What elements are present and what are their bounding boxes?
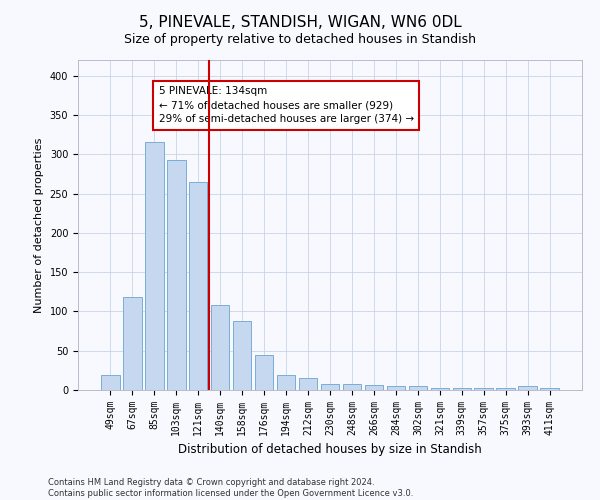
Bar (145, 142, 164, 390)
Bar (101, 375, 119, 390)
Bar (255, 356, 274, 390)
Bar (211, 305, 229, 390)
Text: 5, PINEVALE, STANDISH, WIGAN, WN6 0DL: 5, PINEVALE, STANDISH, WIGAN, WN6 0DL (139, 15, 461, 30)
Bar (365, 384, 383, 390)
Bar (167, 160, 185, 390)
X-axis label: Distribution of detached houses by size in Standish: Distribution of detached houses by size … (178, 444, 482, 456)
Bar (541, 388, 559, 390)
Y-axis label: Number of detached properties: Number of detached properties (34, 138, 44, 312)
Text: 5 PINEVALE: 134sqm
← 71% of detached houses are smaller (929)
29% of semi-detach: 5 PINEVALE: 134sqm ← 71% of detached hou… (158, 86, 414, 124)
Bar (299, 378, 317, 390)
Bar (189, 182, 208, 390)
Bar (409, 386, 427, 390)
Bar (475, 388, 493, 390)
Bar (320, 384, 340, 390)
Bar (452, 388, 471, 390)
Bar (431, 388, 449, 390)
Text: Size of property relative to detached houses in Standish: Size of property relative to detached ho… (124, 32, 476, 46)
Bar (386, 386, 405, 390)
Bar (518, 386, 537, 390)
Bar (233, 321, 251, 390)
Bar (123, 296, 142, 390)
Bar (277, 375, 295, 390)
Bar (496, 388, 515, 390)
Bar (343, 384, 361, 390)
Text: Contains HM Land Registry data © Crown copyright and database right 2024.
Contai: Contains HM Land Registry data © Crown c… (48, 478, 413, 498)
